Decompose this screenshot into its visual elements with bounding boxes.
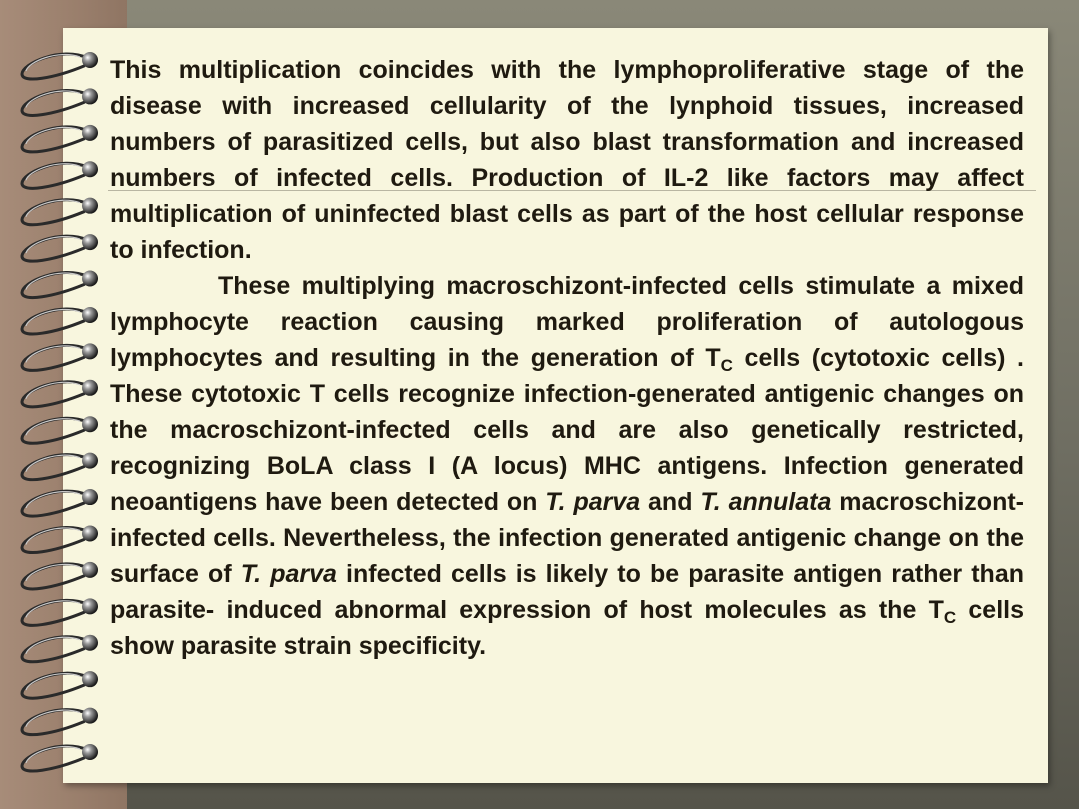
paragraph-2: These multiplying macroschizont-infected…: [110, 268, 1024, 664]
p2-segment-6: cells show parasite strain specificity.: [110, 596, 1024, 660]
p2-segment-2: cells (cytotoxic cells) . These cytotoxi…: [110, 344, 1024, 516]
species-name: T. parva: [240, 560, 337, 588]
ruled-line: [108, 190, 1036, 191]
paragraph-1: This multiplication coincides with the l…: [110, 56, 1024, 264]
p2-segment-4: macroschizont-infected cells. Neverthele…: [110, 488, 1024, 588]
p2-segment-1: These multiplying macroschizont-infected…: [110, 272, 1024, 372]
notebook-page: [63, 28, 1048, 783]
p2-segment-5: infected cells is likely to be parasite …: [110, 560, 1024, 624]
p2-segment-3: and: [640, 488, 701, 516]
species-name: T. annulata: [700, 488, 832, 516]
subscript-c: C: [943, 608, 957, 627]
subscript-c: C: [720, 356, 733, 375]
body-text: This multiplication coincides with the l…: [110, 52, 1024, 664]
species-name: T. parva: [545, 488, 641, 516]
